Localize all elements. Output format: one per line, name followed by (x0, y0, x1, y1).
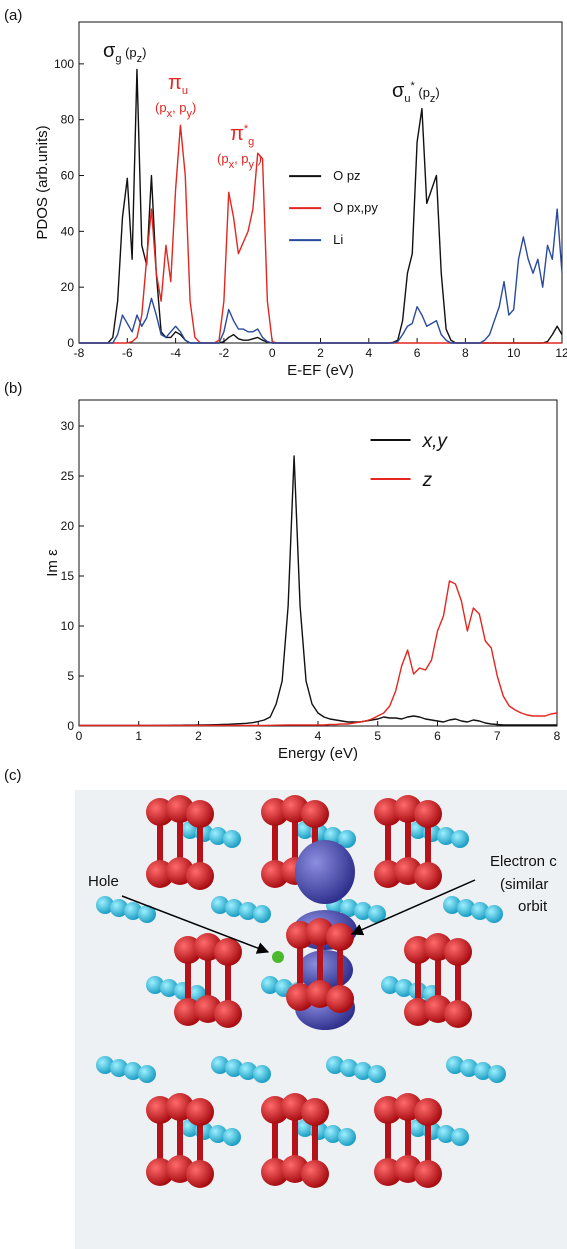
annotation: σg (pz) (103, 40, 146, 65)
hole-marker (272, 951, 284, 963)
electron-label: Electron c (490, 853, 557, 870)
legend-label: O px,py (333, 200, 378, 215)
annotation-part: (p (155, 100, 167, 115)
annotation-part: (p (217, 151, 229, 166)
arrow (121, 895, 270, 954)
legend-label: Li (333, 232, 343, 247)
annotation-part: y (187, 108, 193, 120)
y-tick-label: 20 (61, 519, 75, 533)
annotation-part: ) (254, 151, 262, 166)
plot-frame (78, 399, 558, 727)
annotation-part: , p (172, 100, 186, 115)
annotation-part: σ (392, 80, 405, 102)
x-tick-label: 0 (76, 729, 83, 743)
annotation-part: ) (435, 85, 439, 100)
x-tick-label: 0 (269, 346, 276, 360)
structure-image: Hole Electron c (similar orbit (75, 790, 567, 1249)
annotation-part: x (229, 159, 235, 171)
y-tick-label: 40 (61, 224, 75, 238)
panel-label: (b) (4, 380, 22, 397)
annotation-part: ) (192, 100, 196, 115)
annotation-part: π (168, 72, 182, 94)
x-axis-label: E-EF (eV) (287, 362, 354, 379)
legend-label: z (422, 470, 433, 491)
y-axis-label: PDOS (arb.units) (34, 125, 51, 239)
series-line (79, 208, 563, 344)
y-tick-label: 100 (54, 57, 74, 71)
y-tick-label: 80 (61, 113, 75, 127)
annotation-part: π (230, 123, 244, 145)
annotation-part: u (182, 85, 188, 97)
x-tick-label: 2 (317, 346, 324, 360)
x-tick-label: 8 (554, 729, 561, 743)
annotation-part: ) (142, 45, 146, 60)
y-axis-label: Im ε (44, 549, 61, 577)
x-tick-label: 12 (555, 346, 567, 360)
annotation-part: x (167, 108, 173, 120)
annotation-part: * (244, 123, 249, 135)
y-tick-label: 10 (61, 619, 75, 633)
x-tick-label: -8 (74, 346, 85, 360)
annotation: π*g (230, 123, 254, 148)
y-tick-label: 25 (61, 469, 75, 483)
annotation-part: g (248, 136, 254, 148)
legend-label: x,y (422, 431, 449, 452)
x-tick-label: -6 (122, 346, 133, 360)
x-tick-label: 2 (195, 729, 202, 743)
annotation: σu* (pz) (392, 80, 440, 105)
x-tick-label: 4 (315, 729, 322, 743)
x-tick-label: 7 (494, 729, 501, 743)
y-tick-label: 5 (67, 669, 74, 683)
electron-label: orbit (518, 898, 548, 915)
annotation-part: z (430, 93, 436, 105)
annotation-part: g (115, 53, 121, 65)
y-tick-label: 15 (61, 569, 75, 583)
x-tick-label: 8 (462, 346, 469, 360)
annotation-part: * (410, 80, 415, 92)
annotation: (px, py) (155, 100, 196, 120)
x-tick-label: 3 (255, 729, 262, 743)
series-line (79, 124, 562, 344)
x-axis-label: Energy (eV) (278, 745, 358, 762)
annotation-part: y (249, 159, 255, 171)
annotation: (px, py ) (217, 151, 262, 171)
electron-label: (similar (500, 876, 548, 893)
annotation-part: z (137, 53, 143, 65)
x-tick-label: -2 (219, 346, 230, 360)
legend-label: O pz (333, 168, 360, 183)
x-tick-label: 6 (414, 346, 421, 360)
y-tick-label: 0 (67, 719, 74, 733)
panel-label: (c) (4, 767, 22, 784)
y-tick-label: 20 (61, 280, 75, 294)
y-tick-label: 0 (67, 336, 74, 350)
x-tick-label: 10 (507, 346, 521, 360)
y-tick-label: 30 (61, 419, 75, 433)
panel-label: (a) (4, 7, 22, 24)
annotation-part: (p (121, 45, 136, 60)
x-tick-label: 1 (135, 729, 142, 743)
x-tick-label: 5 (374, 729, 381, 743)
annotation-part: u (404, 93, 410, 105)
x-tick-label: 6 (434, 729, 441, 743)
annotation-part: , p (234, 151, 248, 166)
series-line (79, 455, 557, 727)
annotation: πu (168, 72, 188, 97)
y-tick-label: 60 (61, 169, 75, 183)
annotation-part: (p (415, 85, 430, 100)
x-tick-label: 4 (365, 346, 372, 360)
x-tick-label: -4 (170, 346, 181, 360)
series-line (79, 580, 558, 727)
arrow (350, 879, 476, 936)
annotation-part: σ (103, 40, 116, 62)
series-line (79, 68, 563, 344)
hole-label: Hole (88, 873, 119, 890)
